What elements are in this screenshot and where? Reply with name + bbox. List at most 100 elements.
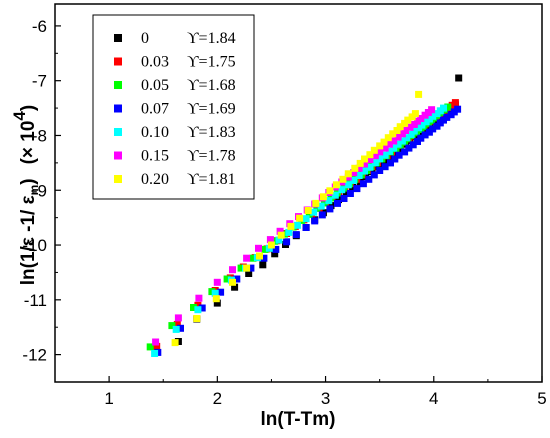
y-tick-label: -12 — [22, 346, 47, 365]
legend-swatch — [114, 128, 122, 136]
data-point — [260, 254, 268, 262]
data-point — [255, 244, 262, 252]
data-point — [249, 254, 257, 262]
data-point — [198, 304, 206, 312]
data-point — [293, 221, 301, 229]
data-point — [403, 134, 411, 142]
legend-gamma: ϒ=1.83 — [187, 124, 236, 141]
data-point — [247, 264, 255, 272]
data-point — [376, 142, 384, 150]
data-point — [213, 299, 221, 307]
legend-label: 0.05 — [141, 77, 169, 94]
legend-gamma: ϒ=1.75 — [187, 54, 236, 71]
data-point — [421, 131, 429, 139]
legend-swatch — [114, 151, 122, 160]
data-point — [351, 164, 359, 172]
data-point — [171, 339, 179, 347]
data-point — [410, 127, 418, 135]
data-point — [272, 245, 280, 253]
data-point — [304, 207, 312, 214]
data-point — [346, 190, 354, 197]
legend-swatch — [114, 104, 122, 113]
y-tick-label: -10 — [22, 236, 47, 255]
data-point — [381, 163, 389, 171]
data-point — [190, 304, 197, 311]
data-point — [223, 275, 231, 283]
legend-label: 0.10 — [141, 124, 169, 141]
data-point — [231, 283, 239, 291]
data-point — [359, 180, 367, 188]
legend-items: 0 ϒ=1.84 0.03 ϒ=1.75 0.05 ϒ=1.68 0.07 ϒ=1.69 0.1… — [114, 30, 236, 188]
data-point — [151, 350, 159, 357]
data-point — [335, 196, 342, 204]
data-point — [385, 140, 393, 148]
y-axis-title: ln(1/ε -1/ εm) (× 104) — [10, 105, 41, 285]
data-point — [266, 236, 274, 244]
data-point — [401, 148, 409, 156]
data-point — [411, 110, 419, 118]
data-point — [366, 163, 374, 171]
data-point — [391, 155, 399, 163]
data-point — [302, 215, 310, 223]
axis-ticks: 1 2 3 4 5 -12 -11 -10 -9 -8 -7 -6 — [22, 17, 546, 408]
data-point — [429, 112, 437, 120]
data-point — [451, 99, 459, 107]
data-point — [326, 205, 334, 213]
data-point — [243, 254, 251, 262]
data-points — [146, 74, 463, 357]
data-point — [312, 199, 320, 207]
legend: 0 ϒ=1.84 0.03 ϒ=1.75 0.05 ϒ=1.68 0.07 ϒ=1.69 0.1… — [92, 14, 255, 200]
y-tick-label: -7 — [32, 72, 47, 91]
y-axis-multiplier-close: ) — [18, 105, 39, 111]
data-point — [356, 159, 364, 167]
data-point — [152, 338, 160, 346]
legend-swatch — [114, 34, 122, 42]
data-point — [361, 155, 368, 163]
data-point — [277, 231, 285, 239]
data-point — [229, 266, 236, 274]
data-point — [275, 236, 283, 244]
data-point — [350, 169, 358, 177]
y-tick-label: -6 — [32, 17, 47, 36]
data-point — [318, 211, 326, 219]
data-point — [237, 264, 245, 272]
data-point — [245, 270, 253, 277]
data-point — [353, 185, 361, 193]
data-point — [350, 176, 358, 184]
data-point — [406, 123, 414, 131]
y-tick-label: -11 — [24, 291, 47, 310]
data-point — [455, 74, 463, 82]
data-point — [428, 106, 436, 114]
data-point — [376, 167, 384, 174]
data-point — [311, 217, 319, 225]
data-point — [217, 288, 225, 296]
data-point — [370, 146, 378, 154]
data-point — [332, 181, 340, 189]
data-point — [172, 325, 180, 333]
y-axis-title-sub: m — [27, 185, 41, 196]
data-point — [404, 116, 412, 124]
data-point — [276, 227, 284, 235]
data-point — [409, 141, 417, 149]
data-point — [340, 195, 348, 202]
data-point — [394, 133, 402, 141]
legend-label: 0.20 — [141, 171, 169, 188]
legend-gamma: ϒ=1.69 — [187, 101, 236, 118]
data-point — [349, 184, 357, 191]
data-point — [317, 202, 325, 210]
data-point — [287, 222, 295, 230]
data-point — [310, 208, 318, 216]
data-point — [418, 121, 426, 129]
data-point — [195, 294, 203, 302]
legend-gamma: ϒ=1.78 — [187, 148, 236, 165]
data-point — [271, 250, 279, 258]
data-point — [173, 321, 181, 328]
data-point — [381, 144, 389, 152]
x-axis-title: ln(T-Tm) — [261, 409, 336, 430]
data-point — [417, 134, 425, 142]
y-axis-title-main: ln(1/ε -1/ ε — [18, 195, 39, 285]
data-point — [415, 90, 423, 98]
legend-gamma: ϒ=1.81 — [187, 171, 236, 188]
data-point — [429, 125, 437, 133]
legend-label: 0.07 — [141, 101, 169, 118]
